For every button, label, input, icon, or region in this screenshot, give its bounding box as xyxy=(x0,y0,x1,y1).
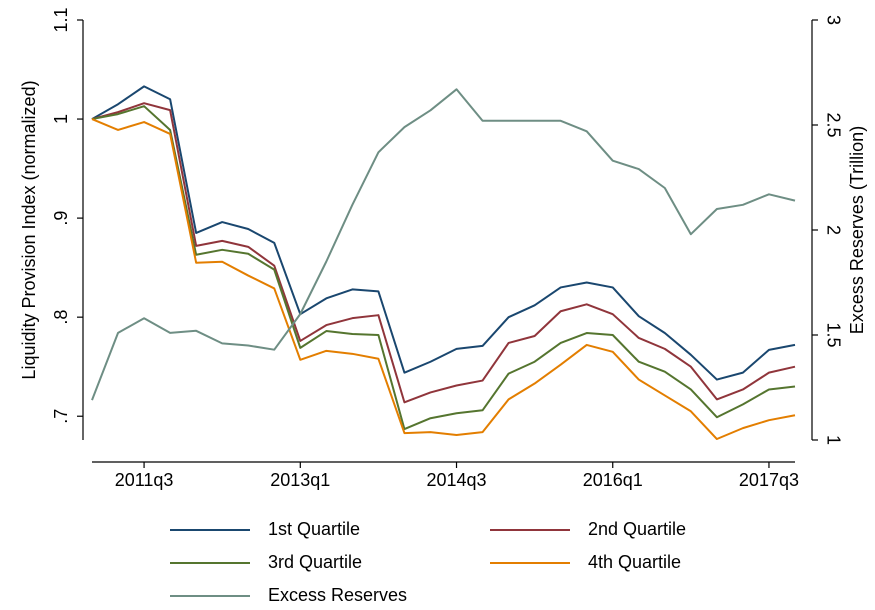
legend-label: 2nd Quartile xyxy=(588,519,686,539)
legend-label: Excess Reserves xyxy=(268,585,407,605)
series-line xyxy=(91,118,796,441)
y2-tick-label: 1.5 xyxy=(823,322,843,347)
x-tick-label: 2014q3 xyxy=(426,470,486,490)
y-tick-label: .8 xyxy=(51,310,71,325)
y2-tick-label: 2.5 xyxy=(823,112,843,137)
y2-tick-label: 3 xyxy=(823,15,843,25)
series-line xyxy=(91,88,796,401)
legend-label: 4th Quartile xyxy=(588,552,681,572)
series-line xyxy=(91,105,796,431)
series-line xyxy=(91,102,796,404)
y-tick-label: 1.1 xyxy=(51,7,71,32)
y2-tick-label: 1 xyxy=(823,435,843,445)
y2-axis-title: Excess Reserves (Trillion) xyxy=(847,126,867,334)
legend-label: 1st Quartile xyxy=(268,519,360,539)
x-tick-label: 2016q1 xyxy=(583,470,643,490)
x-tick-label: 2017q3 xyxy=(739,470,799,490)
y-tick-label: .7 xyxy=(51,409,71,424)
series-line xyxy=(91,85,796,381)
y-tick-label: .9 xyxy=(51,211,71,226)
legend-label: 3rd Quartile xyxy=(268,552,362,572)
x-tick-label: 2011q3 xyxy=(115,470,174,490)
y2-tick-label: 2 xyxy=(823,225,843,235)
y-tick-label: 1 xyxy=(51,114,71,124)
x-tick-label: 2013q1 xyxy=(270,470,330,490)
y-axis-title: Liquidity Provision Index (normalized) xyxy=(19,80,39,379)
